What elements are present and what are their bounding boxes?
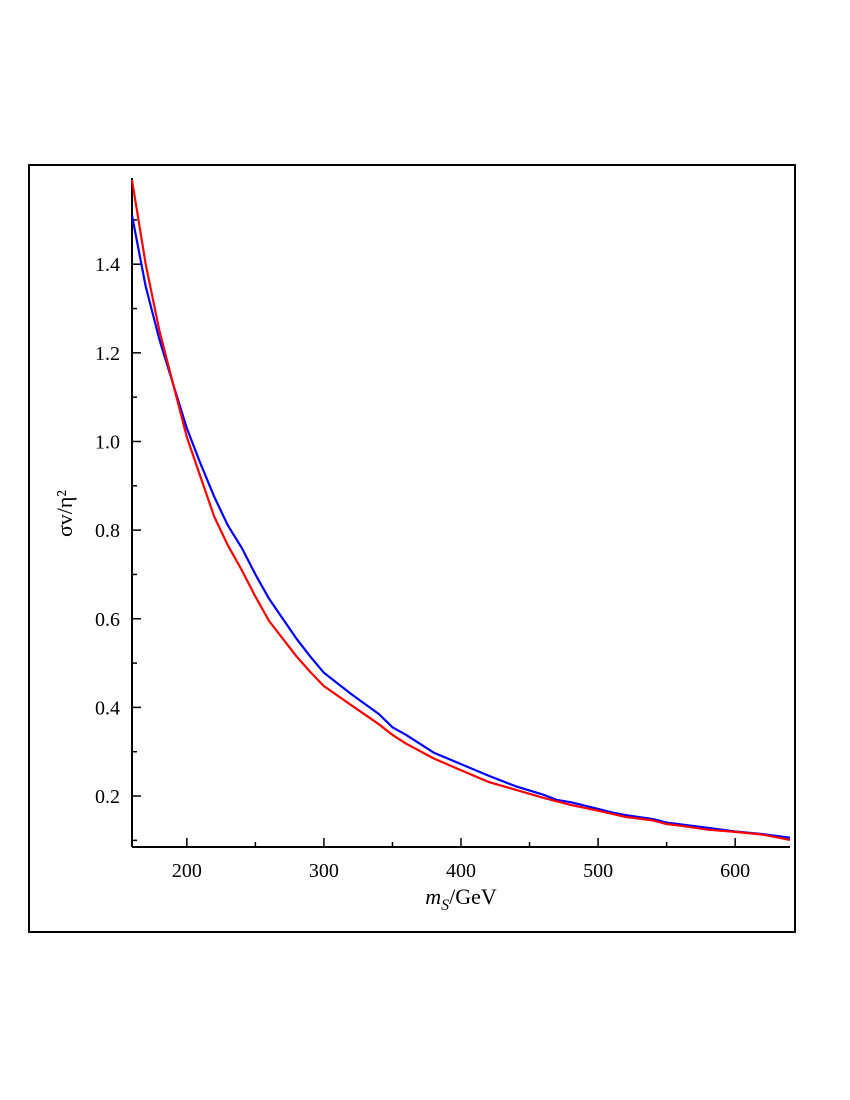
series-group: [130, 179, 791, 841]
series-line-1: [130, 215, 791, 839]
tick-labels: 200 300 400 500 600 0.2 0.4 0.6 0.8 1.0 1.2 1.4: [95, 254, 750, 882]
chart-frame: 200 300 400 500 600 0.2 0.4 0.6 0.8 1.0 1.2 1.4 mS/…: [28, 164, 796, 933]
y-tick-label: 1.2: [95, 343, 120, 365]
y-axis-title: σv/η²: [52, 490, 77, 537]
y-tick-label: 0.2: [95, 786, 120, 808]
x-tick-label: 500: [583, 860, 613, 882]
series-line-2: [130, 179, 791, 841]
y-tick-label: 0.8: [95, 520, 120, 542]
x-tick-label: 600: [720, 860, 750, 882]
y-tick-label: 1.0: [95, 431, 120, 453]
x-tick-label: 400: [446, 860, 476, 882]
y-tick-label: 0.6: [95, 609, 120, 631]
y-tick-label: 0.4: [95, 697, 120, 719]
y-tick-label: 1.4: [95, 254, 120, 276]
axes: [131, 178, 790, 848]
x-tick-label: 200: [172, 860, 202, 882]
chart-svg: 200 300 400 500 600 0.2 0.4 0.6 0.8 1.0 1.2 1.4 mS/…: [52, 178, 791, 914]
x-axis-title: mS/GeV: [425, 884, 497, 914]
x-tick-label: 300: [309, 860, 339, 882]
